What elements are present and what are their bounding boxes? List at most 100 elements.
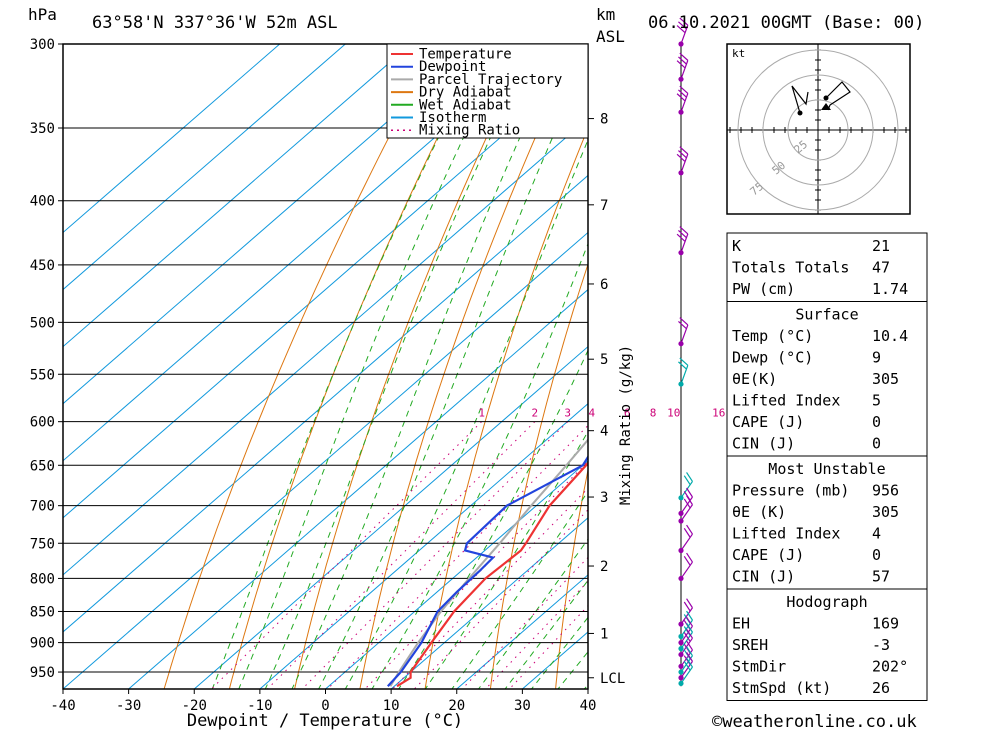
wind-barb-feather — [678, 321, 687, 330]
pressure-tick-label: 900 — [30, 636, 55, 652]
wind-barb-feather — [686, 628, 693, 639]
dewpoint-line — [386, 454, 588, 687]
isotherm-line — [325, 460, 588, 689]
wet-adiabat-line — [424, 430, 588, 689]
dry-adiabat-line — [555, 467, 588, 689]
wet-adiabat-line — [238, 44, 510, 689]
wind-barb — [680, 598, 693, 625]
wind-barb-feather — [683, 475, 691, 486]
wind-barb — [680, 524, 693, 551]
table-section — [726, 232, 928, 302]
pressure-tick-label: 450 — [30, 258, 55, 274]
wind-barb-feather — [683, 632, 691, 642]
dry-adiabat-line — [937, 44, 996, 689]
wind-barb-shaft — [680, 666, 693, 684]
pressure-tick-label: 350 — [30, 121, 55, 137]
dry-adiabat-line — [489, 262, 588, 689]
table-row-value: 26 — [872, 679, 890, 697]
wind-barb-feather — [686, 524, 693, 535]
table-row-label: SREH — [732, 636, 768, 654]
table-row-value: 956 — [872, 482, 899, 500]
wind-barb-feather — [686, 652, 693, 662]
table-row-label: StmDir — [732, 658, 786, 676]
mixing-ratio-line — [267, 421, 536, 689]
table-row-value: 57 — [872, 568, 890, 586]
isotherm-line — [63, 174, 588, 633]
wind-barb-feather — [686, 646, 693, 657]
wind-barb-feather — [679, 317, 689, 326]
wind-barb-feather — [678, 361, 687, 370]
legend-label: Parcel Trajectory — [419, 72, 562, 88]
isotherm-line — [63, 44, 412, 348]
wet-adiabat-line — [291, 44, 564, 689]
wind-barb-feather — [679, 146, 689, 155]
wind-barb-feather — [679, 226, 689, 235]
storm-motion-marker — [821, 103, 831, 110]
wind-barb — [680, 657, 693, 684]
table-row-label: StmSpd (kt) — [732, 679, 831, 697]
table-row-label: θE (K) — [732, 503, 786, 521]
wind-barb-shaft — [680, 481, 693, 499]
table-row-value: 169 — [872, 615, 899, 633]
wind-barb — [676, 17, 689, 45]
temperature-tick-label: -20 — [182, 698, 207, 714]
wind-barb-feather — [678, 150, 687, 159]
wind-barb-shaft — [680, 496, 693, 514]
wind-barb-shaft — [680, 60, 689, 80]
table-row-value: 0 — [872, 413, 881, 431]
wind-barb-feather — [676, 60, 686, 69]
asl-label: ASL — [596, 27, 625, 46]
temperature-tick-label: 0 — [321, 698, 329, 714]
table-row-label: CAPE (J) — [732, 413, 804, 431]
wind-barb-shaft — [680, 153, 689, 174]
mixing-ratio-label: 2 — [531, 407, 538, 420]
wind-barb-feather — [683, 655, 691, 665]
table-section — [726, 588, 928, 701]
wind-barb-feather — [678, 21, 687, 30]
wet-adiabat-line — [211, 44, 486, 689]
legend-label: Dry Adiabat — [419, 85, 512, 101]
km-label: km — [596, 5, 615, 24]
legend-label: Wet Adiabat — [419, 97, 512, 113]
mixing-ratio-line — [414, 509, 588, 689]
wind-barb — [676, 226, 689, 253]
hodograph-ring — [787, 99, 849, 161]
mixing-ratio-label: 6 — [624, 407, 631, 420]
wind-barb — [680, 495, 693, 522]
copyright: ©weatheronline.co.uk — [712, 712, 917, 732]
plot-frame — [62, 43, 589, 690]
wind-barb-shaft — [680, 504, 693, 522]
wind-barb — [680, 487, 693, 514]
table-row-label: CIN (J) — [732, 568, 795, 586]
isotherm-line — [193, 345, 588, 689]
isotherm-line — [63, 60, 588, 519]
pressure-axis: 300 350 400 450 500 550 600 650 700 750 800 850 900 9… — [30, 37, 63, 681]
x-axis-label: Dewpoint / Temperature (°C) — [187, 711, 463, 731]
table-row-value: 4 — [872, 525, 881, 543]
hodograph-unit: kt — [732, 47, 745, 60]
isotherm-line — [390, 517, 588, 689]
dry-adiabat-line — [424, 126, 588, 689]
isotherm-line — [128, 288, 588, 689]
temperature-tick-label: 10 — [383, 698, 400, 714]
height-tick-label: 7 — [600, 198, 608, 214]
wind-barb-feather — [679, 85, 689, 94]
hodograph-ring — [737, 49, 899, 211]
table-row-label: Lifted Index — [732, 392, 840, 410]
legend-label: Isotherm — [419, 110, 486, 126]
wind-barb-feather — [686, 487, 693, 498]
table-section-title: Most Unstable — [768, 460, 885, 478]
wind-barb-shaft — [680, 607, 693, 625]
wind-barb — [676, 52, 689, 80]
wind-barb — [680, 628, 693, 655]
table-row-label: Totals Totals — [732, 259, 849, 277]
hpa-label: hPa — [28, 5, 57, 24]
lcl-label: LCL — [600, 671, 625, 687]
temperature-tick-label: -10 — [247, 698, 272, 714]
hodograph-point — [797, 110, 803, 116]
mixing-ratio-label: 4 — [589, 407, 596, 420]
table-section-title: Surface — [795, 306, 858, 324]
isotherm-line — [63, 117, 588, 576]
